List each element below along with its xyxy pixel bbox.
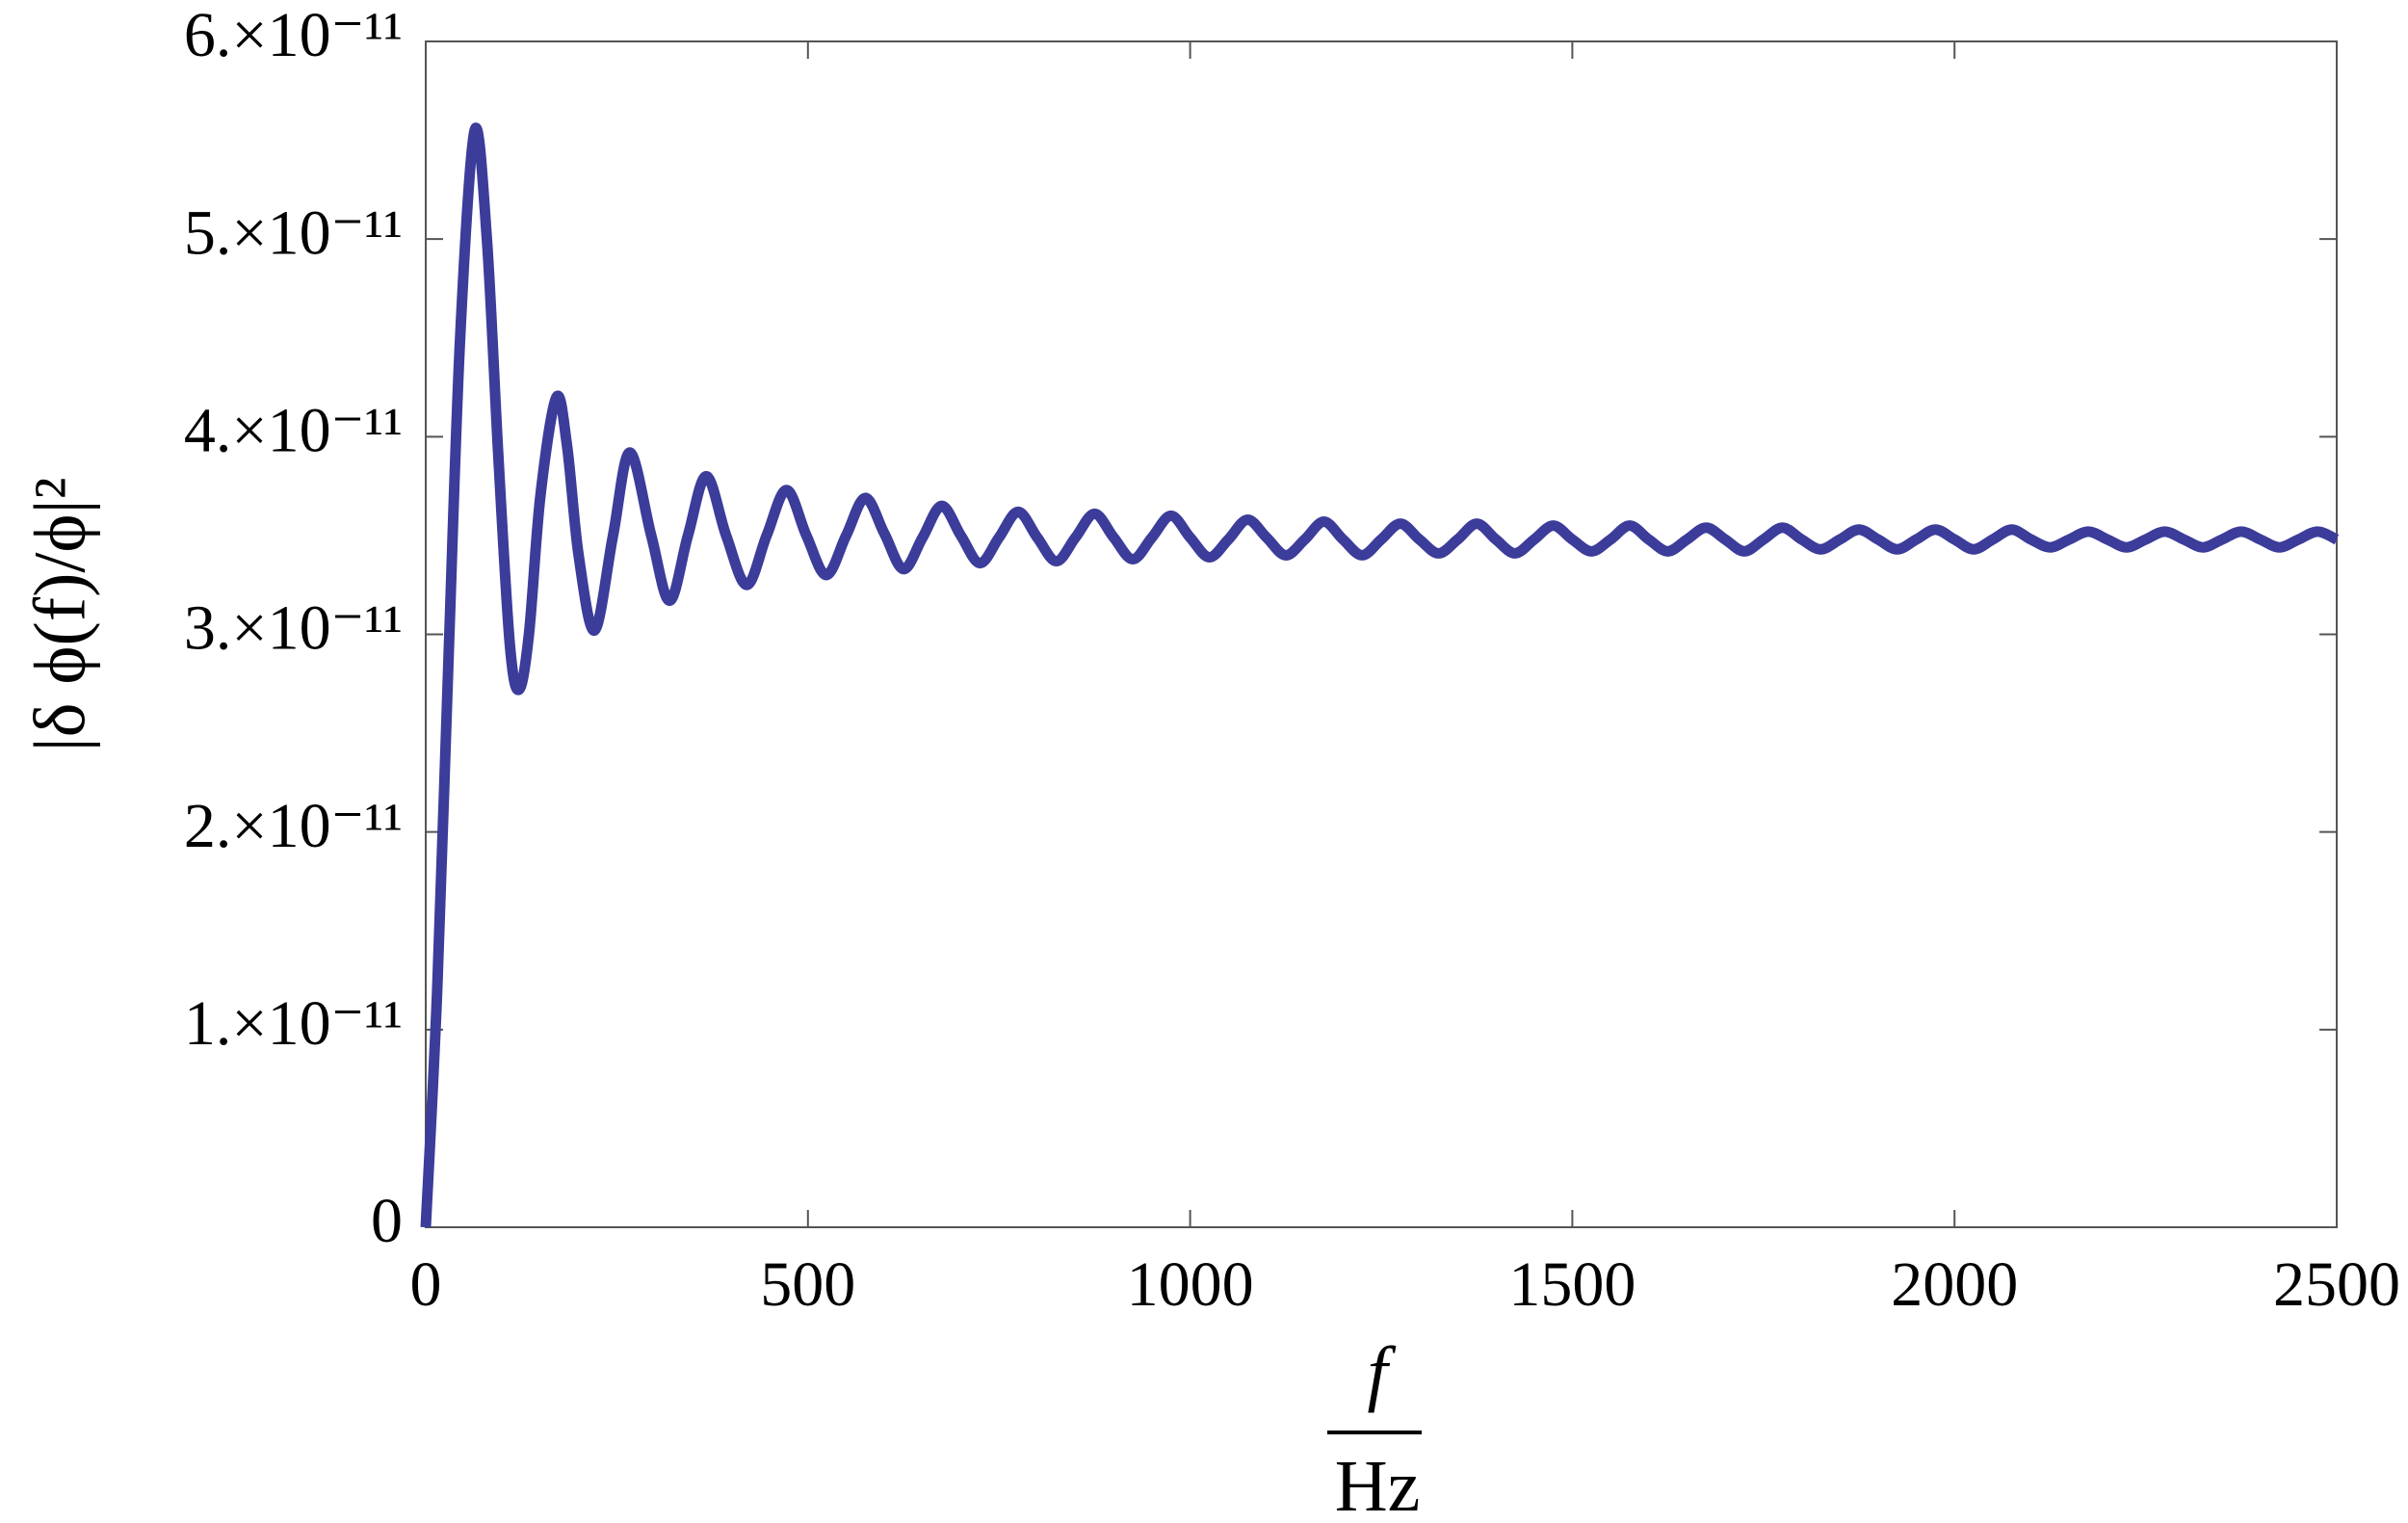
x-tick-label: 1000 bbox=[1127, 1249, 1254, 1320]
y-tick-label: 1.×10⁻¹¹ bbox=[184, 988, 403, 1059]
x-tick-label: 0 bbox=[410, 1249, 442, 1320]
x-tick-label: 2000 bbox=[1891, 1249, 2018, 1320]
y-tick-label: 4.×10⁻¹¹ bbox=[184, 395, 403, 465]
plot-frame bbox=[425, 40, 2338, 1228]
y-tick-label: 5.×10⁻¹¹ bbox=[184, 197, 403, 268]
x-tick-label: 1500 bbox=[1508, 1249, 1636, 1320]
y-axis-label: |δ ϕ(f)/ϕ|² bbox=[19, 477, 100, 751]
x-tick-label: 500 bbox=[760, 1249, 855, 1320]
x-axis-label-denominator: Hz bbox=[1335, 1446, 1421, 1523]
x-tick-label: 2500 bbox=[2273, 1249, 2400, 1320]
y-tick-label: 2.×10⁻¹¹ bbox=[184, 791, 403, 861]
y-tick-label: 3.×10⁻¹¹ bbox=[184, 593, 403, 664]
x-axis-label-numerator: f bbox=[1367, 1332, 1396, 1413]
y-tick-label: 0 bbox=[371, 1186, 403, 1256]
y-tick-label: 6.×10⁻¹¹ bbox=[184, 0, 403, 70]
line-series bbox=[420, 122, 2340, 1228]
